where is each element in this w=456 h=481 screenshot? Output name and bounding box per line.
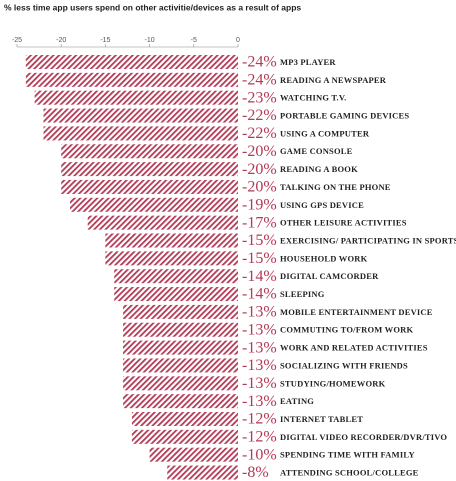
category-label: DIGITAL VIDEO RECORDER/DVR/TIVO xyxy=(280,432,447,442)
category-label: WATCHING T.V. xyxy=(280,93,346,103)
bar xyxy=(114,287,238,302)
x-tick-label: -20 xyxy=(56,37,66,44)
bar xyxy=(114,269,238,284)
category-label: EXERCISING/ PARTICIPATING IN SPORTS xyxy=(280,235,456,245)
bar xyxy=(34,90,239,105)
bar xyxy=(25,55,239,69)
bar xyxy=(43,126,238,141)
category-label: USING GPS DEVICE xyxy=(280,200,364,210)
category-label: DIGITAL CAMCORDER xyxy=(280,271,379,281)
value-label: -23% xyxy=(242,89,277,106)
value-label: -19% xyxy=(242,196,277,213)
category-label: MP3 PLAYER xyxy=(280,57,336,67)
value-label: -20% xyxy=(242,179,277,196)
value-label: -24% xyxy=(242,72,277,89)
value-label: -20% xyxy=(242,161,277,178)
value-label: -13% xyxy=(242,304,277,321)
category-label: SLEEPING xyxy=(280,289,325,299)
bar xyxy=(123,322,238,337)
bar xyxy=(25,72,239,87)
bar xyxy=(61,179,239,194)
category-label: READING A BOOK xyxy=(280,164,358,174)
value-label: -13% xyxy=(242,375,277,392)
x-tick-label: -5 xyxy=(191,37,197,44)
category-label: GAME CONSOLE xyxy=(280,146,353,156)
value-label: -13% xyxy=(242,393,277,410)
value-label: -22% xyxy=(242,107,277,124)
category-label: EATING xyxy=(280,396,314,406)
category-label: READING A NEWSPAPER xyxy=(280,75,387,85)
category-label: INTERNET TABLET xyxy=(280,414,363,424)
category-label: SOCIALIZING WITH FRIENDS xyxy=(280,360,408,370)
bar xyxy=(105,233,239,248)
category-label: USING A COMPUTER xyxy=(280,128,370,138)
bar xyxy=(123,394,238,409)
category-label: STUDYING/HOMEWORK xyxy=(280,378,386,388)
bar xyxy=(61,162,239,177)
bar xyxy=(70,197,238,212)
bar xyxy=(131,412,238,426)
value-label: -13% xyxy=(242,357,277,374)
bar xyxy=(123,340,238,355)
bar xyxy=(123,304,238,319)
value-label: -24% xyxy=(242,54,277,71)
x-tick-label: -15 xyxy=(100,37,110,44)
bar xyxy=(43,108,238,123)
bar xyxy=(61,144,239,159)
chart-title: % less time app users spend on other act… xyxy=(4,2,301,12)
value-label: -12% xyxy=(242,429,277,446)
value-label: -22% xyxy=(242,125,277,142)
bar xyxy=(123,358,238,373)
x-tick-label: -25 xyxy=(12,37,22,44)
category-label: HOUSEHOLD WORK xyxy=(280,253,368,263)
value-label: -12% xyxy=(242,411,277,428)
value-label: -8% xyxy=(242,464,269,481)
category-label: MOBILE ENTERTAINMENT DEVICE xyxy=(280,307,433,317)
category-label: PORTABLE GAMING DEVICES xyxy=(280,111,409,121)
value-label: -13% xyxy=(242,339,277,356)
value-label: -17% xyxy=(242,214,277,231)
bar xyxy=(105,251,239,266)
bar xyxy=(149,447,238,462)
bar xyxy=(123,376,238,391)
value-label: -14% xyxy=(242,268,277,285)
value-label: -14% xyxy=(242,286,277,303)
category-label: WORK AND RELATED ACTIVITIES xyxy=(280,343,428,353)
bar xyxy=(87,215,238,230)
category-label: TALKING ON THE PHONE xyxy=(280,182,391,192)
value-label: -10% xyxy=(242,446,277,463)
category-label: SPENDING TIME WITH FAMILY xyxy=(280,450,415,460)
x-tick-label: -10 xyxy=(145,37,155,44)
category-label: ATTENDING SCHOOL/COLLEGE xyxy=(280,468,419,478)
value-label: -20% xyxy=(242,143,277,160)
bar xyxy=(167,465,238,480)
value-label: -15% xyxy=(242,250,277,267)
value-label: -13% xyxy=(242,321,277,338)
category-label: COMMUTING TO/FROM WORK xyxy=(280,325,414,335)
bar xyxy=(131,429,238,444)
x-tick-label: 0 xyxy=(236,37,240,44)
category-label: OTHER LEISURE ACTIVITIES xyxy=(280,218,407,228)
value-label: -15% xyxy=(242,232,277,249)
